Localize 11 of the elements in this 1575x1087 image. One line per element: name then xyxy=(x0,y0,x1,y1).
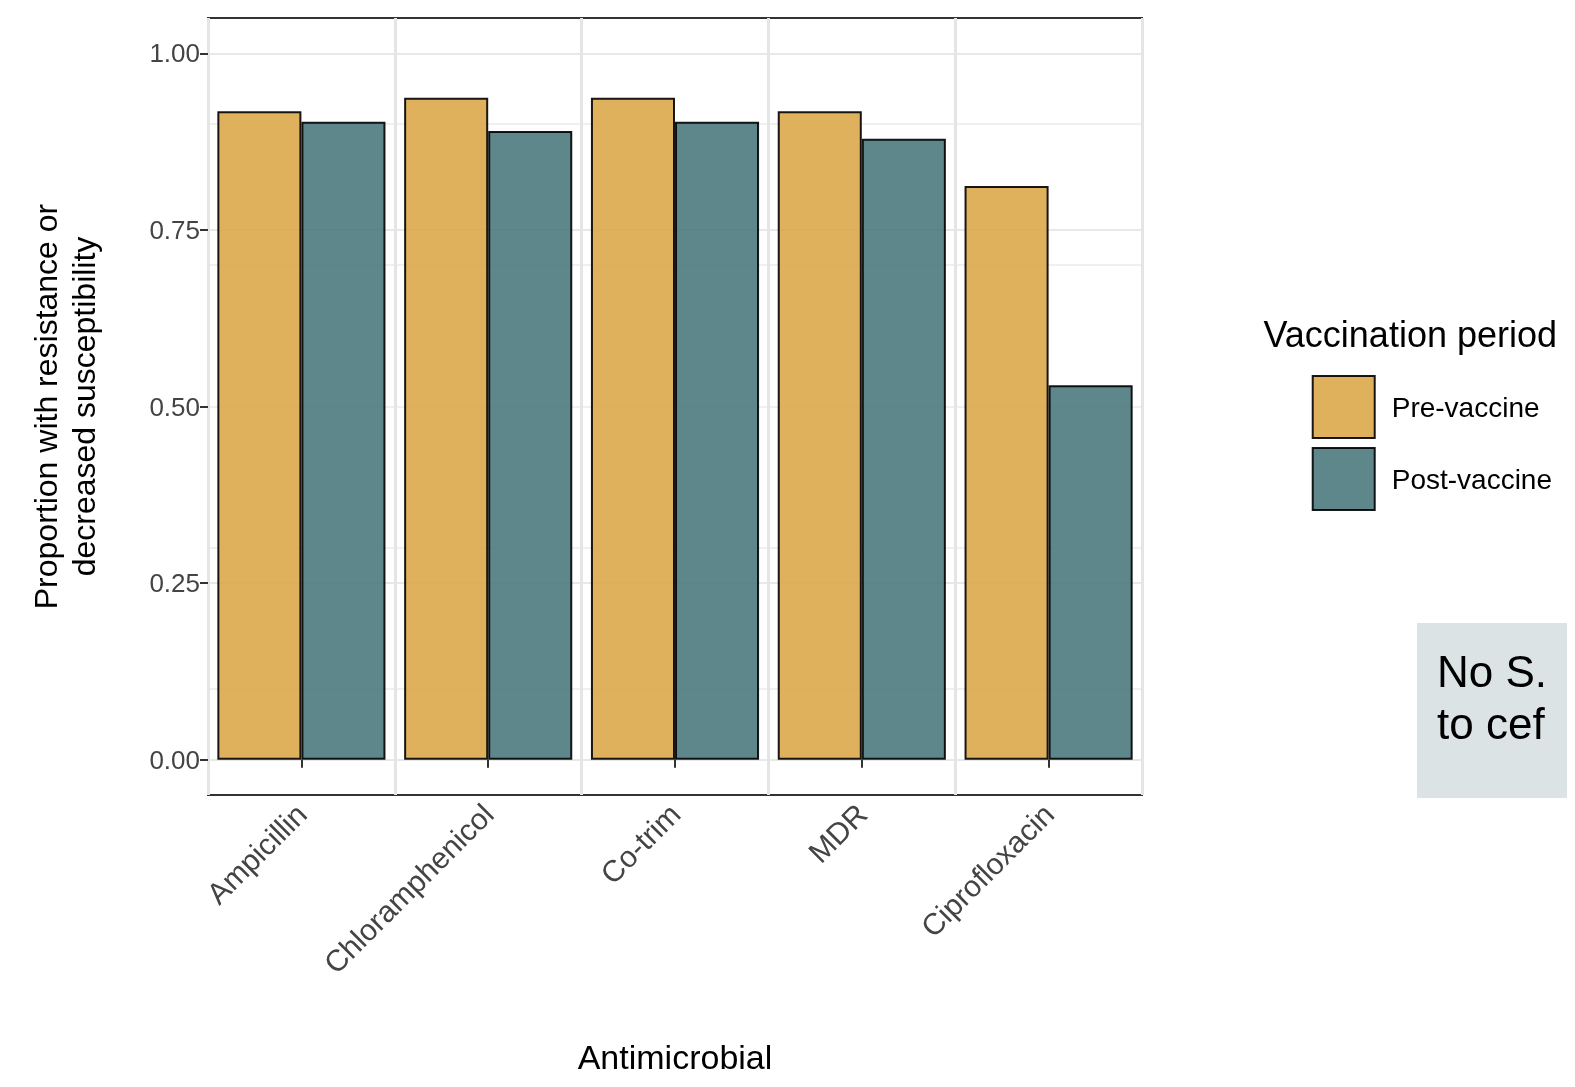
y-axis-title: Proportion with resistance or decreased susceptibility xyxy=(28,203,102,610)
legend-title: Vaccination period xyxy=(1263,313,1558,355)
text: No S. to cef xyxy=(1437,646,1548,748)
y-tick-label: 1.00 xyxy=(149,38,200,69)
y-tick-label: 0.75 xyxy=(149,214,200,245)
y-tick-label: 0.00 xyxy=(149,744,200,775)
y-tick-label: 0.25 xyxy=(149,568,200,599)
y-tick-label: 0.50 xyxy=(149,391,200,422)
x-axis-title: Antimicrobial xyxy=(577,1038,773,1076)
legend-label: Pre-vaccine xyxy=(1391,391,1540,423)
legend-label: Post-vaccine xyxy=(1391,463,1553,495)
